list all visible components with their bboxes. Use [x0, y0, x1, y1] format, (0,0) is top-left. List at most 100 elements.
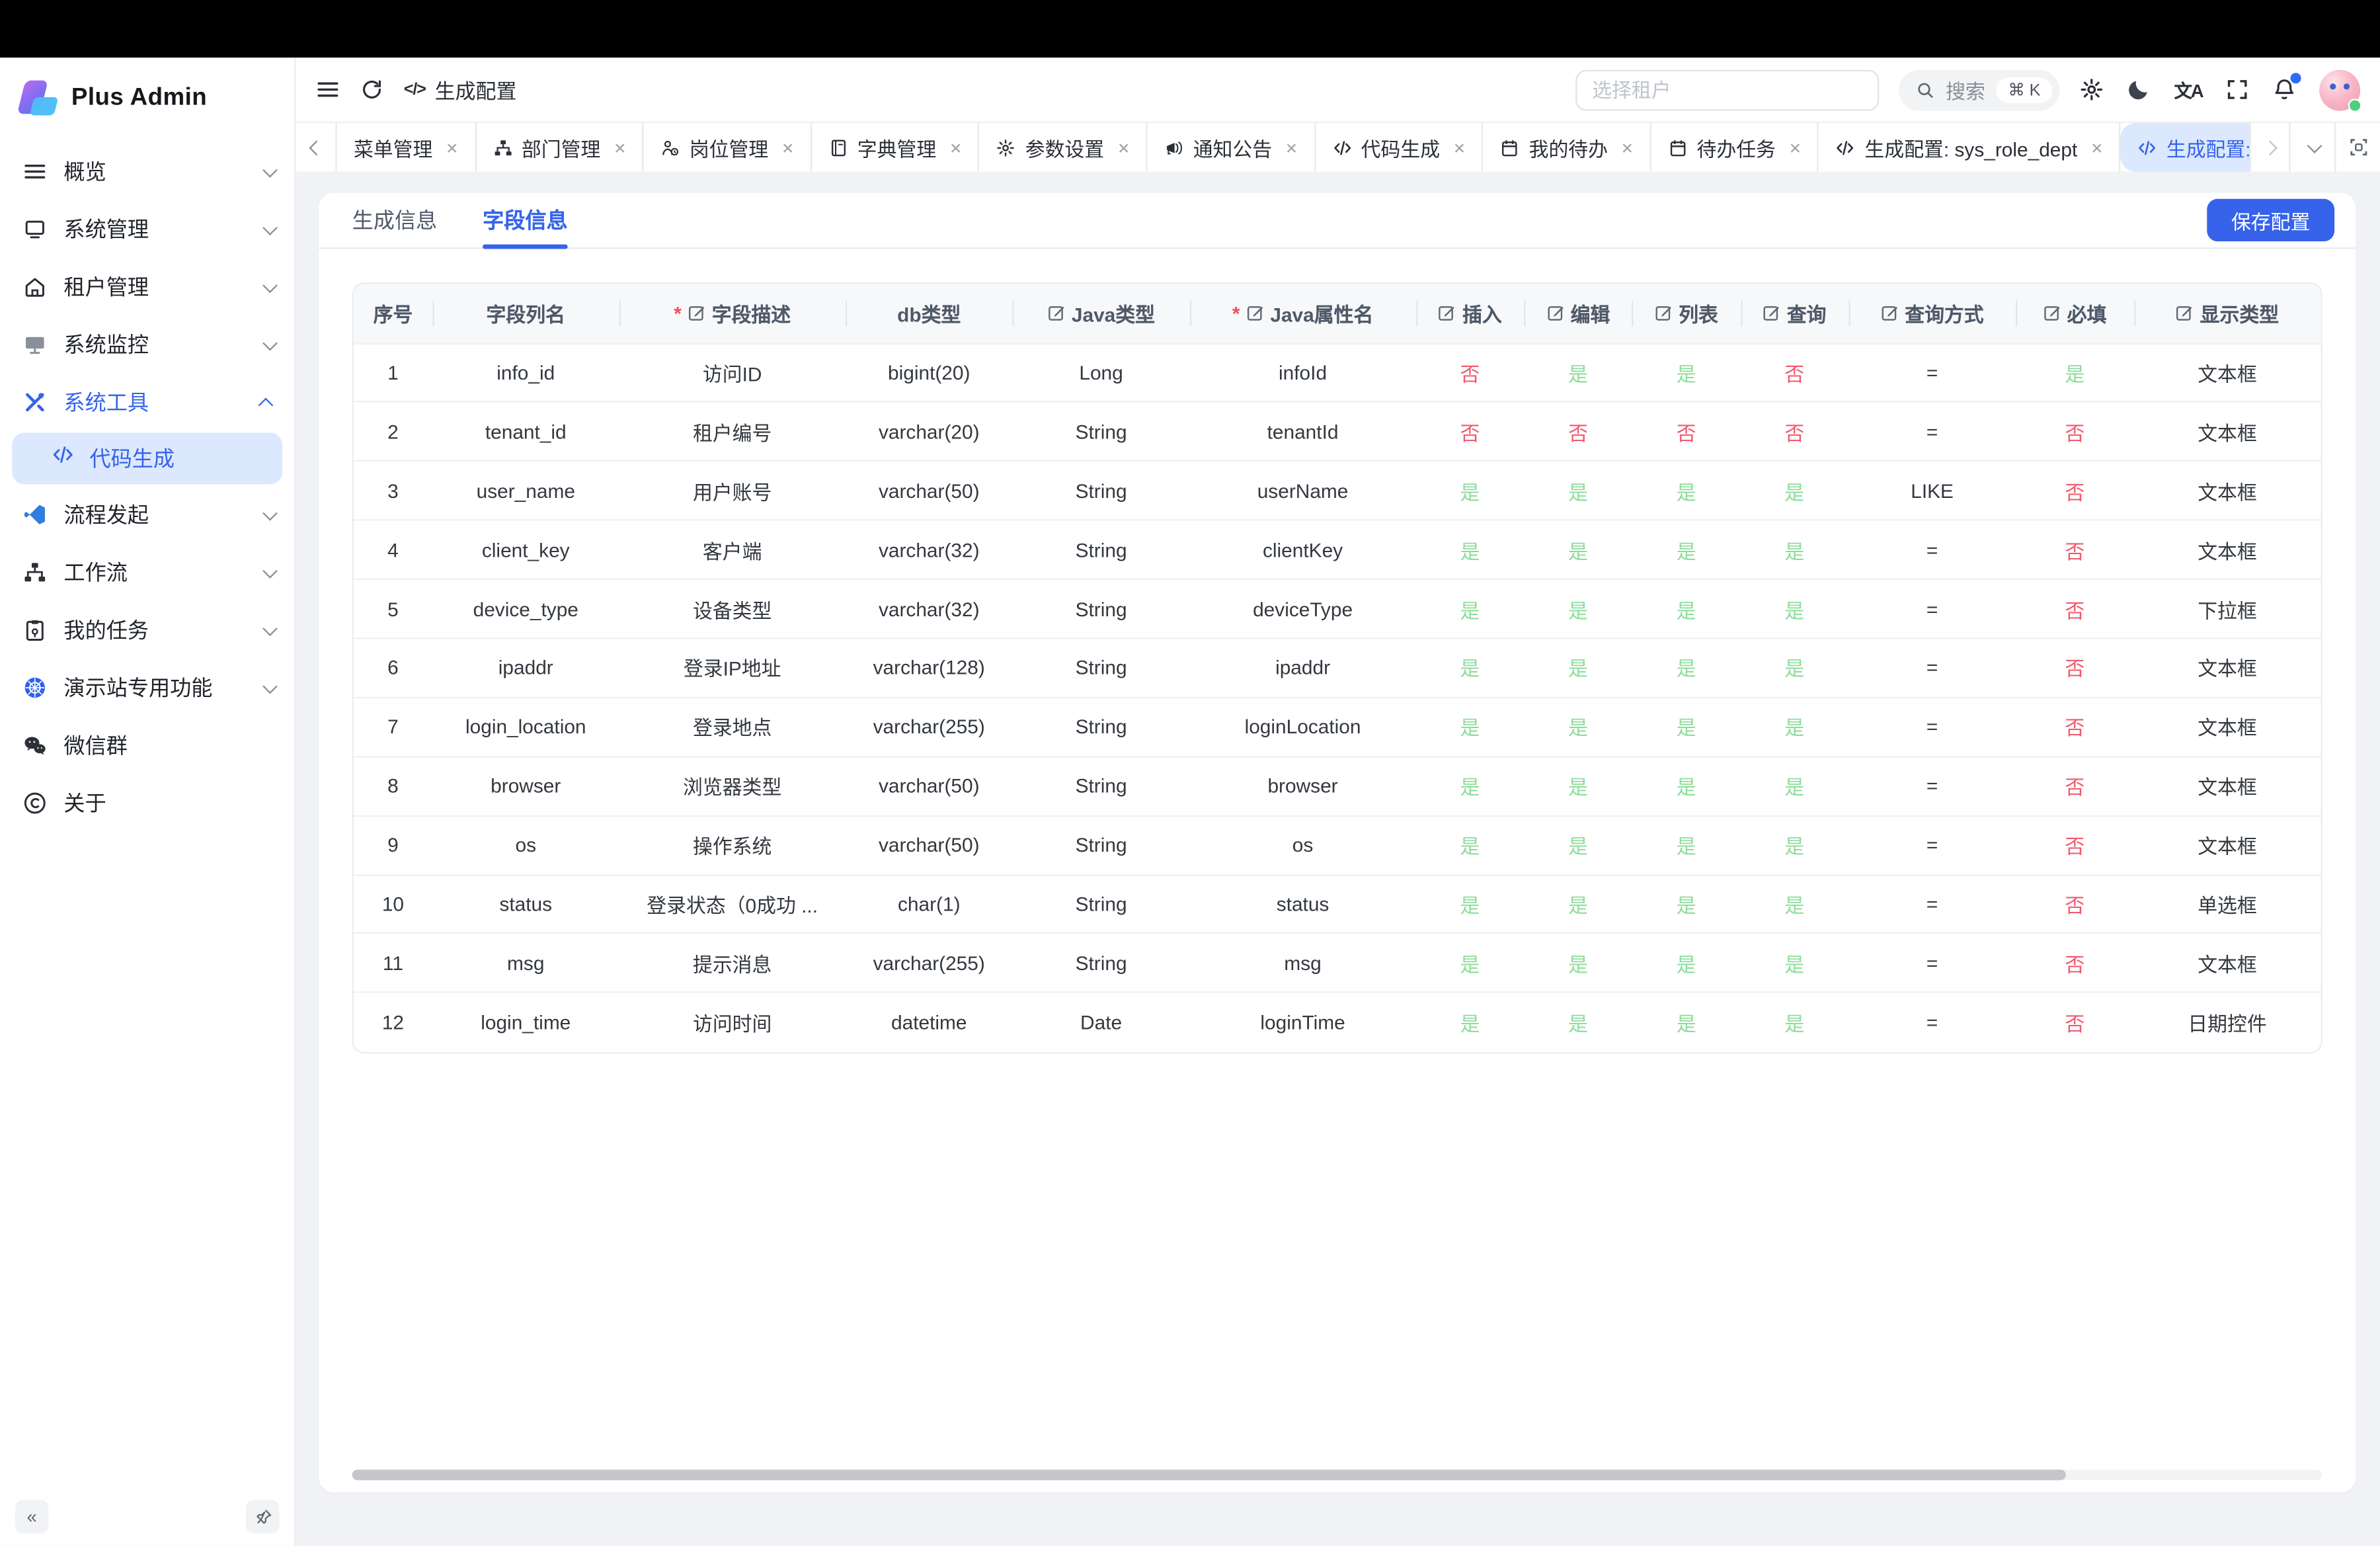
- cell-插入[interactable]: 是: [1415, 991, 1525, 1052]
- cell-插入[interactable]: 否: [1415, 342, 1525, 403]
- cell-必填[interactable]: 否: [2016, 815, 2134, 875]
- cell-列表[interactable]: 是: [1632, 460, 1741, 520]
- cell-插入[interactable]: 是: [1415, 755, 1525, 816]
- cell-Java类型[interactable]: String: [1012, 696, 1190, 756]
- cell-编辑[interactable]: 是: [1524, 755, 1632, 816]
- close-icon[interactable]: ×: [781, 136, 794, 159]
- cell-必填[interactable]: 否: [2016, 519, 2134, 580]
- cell-字段描述[interactable]: 设备类型: [619, 578, 846, 639]
- page-tab-11[interactable]: 生成配置: sys_lo: [2120, 122, 2250, 172]
- close-icon[interactable]: ×: [446, 136, 458, 159]
- sidebar-item-微信群[interactable]: 微信群: [0, 717, 294, 774]
- page-tab-10[interactable]: 生成配置: sys_role_dept ×: [1819, 122, 2121, 172]
- cell-查询[interactable]: 否: [1740, 401, 1849, 462]
- close-icon[interactable]: ×: [2090, 136, 2103, 159]
- cell-必填[interactable]: 否: [2016, 401, 2134, 462]
- page-tab-8[interactable]: 我的待办 ×: [1484, 122, 1651, 172]
- cell-查询方式[interactable]: =: [1848, 815, 2016, 875]
- settings-gear-icon[interactable]: [2080, 77, 2104, 102]
- cell-Java类型[interactable]: Date: [1012, 991, 1190, 1052]
- tenant-select-input[interactable]: [1575, 69, 1880, 110]
- cell-Java属性名[interactable]: userName: [1189, 460, 1416, 520]
- cell-字段描述[interactable]: 登录地点: [619, 696, 846, 756]
- cell-查询方式[interactable]: =: [1848, 342, 2016, 403]
- fullscreen-icon[interactable]: [2225, 77, 2250, 102]
- cell-插入[interactable]: 是: [1415, 460, 1525, 520]
- cell-必填[interactable]: 否: [2016, 637, 2134, 698]
- cell-编辑[interactable]: 是: [1524, 696, 1632, 756]
- cell-编辑[interactable]: 是: [1524, 637, 1632, 698]
- cell-显示类型[interactable]: 文本框: [2133, 637, 2321, 698]
- cell-Java属性名[interactable]: msg: [1189, 932, 1416, 993]
- cell-查询[interactable]: 是: [1740, 991, 1849, 1052]
- close-icon[interactable]: ×: [1789, 136, 1802, 159]
- cell-显示类型[interactable]: 文本框: [2133, 932, 2321, 993]
- sidebar-subitem-代码生成[interactable]: 代码生成: [12, 432, 283, 485]
- cell-必填[interactable]: 否: [2016, 874, 2134, 934]
- cell-列表[interactable]: 否: [1632, 401, 1741, 462]
- cell-查询[interactable]: 是: [1740, 519, 1849, 580]
- cell-查询[interactable]: 是: [1740, 932, 1849, 993]
- cell-Java属性名[interactable]: infoId: [1189, 342, 1416, 403]
- cell-列表[interactable]: 是: [1632, 637, 1741, 698]
- sidebar-item-租户管理[interactable]: 租户管理: [0, 258, 294, 315]
- cell-列表[interactable]: 是: [1632, 815, 1741, 875]
- cell-Java类型[interactable]: Long: [1012, 342, 1190, 403]
- cell-编辑[interactable]: 是: [1524, 519, 1632, 580]
- cell-查询方式[interactable]: LIKE: [1848, 460, 2016, 520]
- cell-Java属性名[interactable]: tenantId: [1189, 401, 1416, 462]
- cell-Java类型[interactable]: String: [1012, 874, 1190, 934]
- page-tab-5[interactable]: 参数设置 ×: [980, 122, 1148, 172]
- cell-显示类型[interactable]: 文本框: [2133, 755, 2321, 816]
- page-tab-9[interactable]: 待办任务 ×: [1651, 122, 1819, 172]
- cell-编辑[interactable]: 是: [1524, 578, 1632, 639]
- cell-必填[interactable]: 否: [2016, 460, 2134, 520]
- cell-显示类型[interactable]: 文本框: [2133, 460, 2321, 520]
- user-avatar[interactable]: [2319, 69, 2362, 112]
- cell-编辑[interactable]: 是: [1524, 991, 1632, 1052]
- cell-查询[interactable]: 是: [1740, 874, 1849, 934]
- sidebar-item-工作流[interactable]: 工作流: [0, 544, 294, 601]
- page-tab-7[interactable]: 代码生成 ×: [1316, 122, 1484, 172]
- sidebar-item-系统工具[interactable]: 系统工具: [0, 374, 294, 431]
- close-icon[interactable]: ×: [1453, 136, 1466, 159]
- cell-显示类型[interactable]: 文本框: [2133, 815, 2321, 875]
- cell-Java类型[interactable]: String: [1012, 460, 1190, 520]
- cell-Java属性名[interactable]: deviceType: [1189, 578, 1416, 639]
- cell-查询[interactable]: 是: [1740, 815, 1849, 875]
- cell-插入[interactable]: 是: [1415, 696, 1525, 756]
- cell-字段描述[interactable]: 访问ID: [619, 342, 846, 403]
- content-fullscreen-button[interactable]: [2334, 122, 2380, 172]
- cell-编辑[interactable]: 是: [1524, 460, 1632, 520]
- cell-必填[interactable]: 否: [2016, 991, 2134, 1052]
- cell-字段描述[interactable]: 访问时间: [619, 991, 846, 1052]
- cell-显示类型[interactable]: 日期控件: [2133, 991, 2321, 1052]
- page-tab-3[interactable]: 岗位管理 ×: [644, 122, 812, 172]
- cell-列表[interactable]: 是: [1632, 696, 1741, 756]
- cell-Java类型[interactable]: String: [1012, 932, 1190, 993]
- cell-列表[interactable]: 是: [1632, 874, 1741, 934]
- cell-编辑[interactable]: 是: [1524, 932, 1632, 993]
- cell-显示类型[interactable]: 单选框: [2133, 874, 2321, 934]
- cell-列表[interactable]: 是: [1632, 578, 1741, 639]
- cell-字段描述[interactable]: 客户端: [619, 519, 846, 580]
- cell-列表[interactable]: 是: [1632, 519, 1741, 580]
- cell-显示类型[interactable]: 下拉框: [2133, 578, 2321, 639]
- refresh-icon[interactable]: [360, 77, 384, 102]
- sidebar-item-演示站专用功能[interactable]: 演示站专用功能: [0, 659, 294, 716]
- cell-列表[interactable]: 是: [1632, 342, 1741, 403]
- tabs-scroll-right-button[interactable]: [2249, 122, 2289, 172]
- close-icon[interactable]: ×: [1117, 136, 1130, 159]
- cell-插入[interactable]: 是: [1415, 815, 1525, 875]
- cell-插入[interactable]: 是: [1415, 519, 1525, 580]
- sidebar-item-流程发起[interactable]: 流程发起: [0, 486, 294, 544]
- cell-编辑[interactable]: 是: [1524, 342, 1632, 403]
- cell-插入[interactable]: 是: [1415, 874, 1525, 934]
- cell-查询[interactable]: 是: [1740, 578, 1849, 639]
- cell-Java属性名[interactable]: os: [1189, 815, 1416, 875]
- cell-必填[interactable]: 是: [2016, 342, 2134, 403]
- cell-字段描述[interactable]: 登录IP地址: [619, 637, 846, 698]
- cell-查询[interactable]: 否: [1740, 342, 1849, 403]
- cell-Java类型[interactable]: String: [1012, 401, 1190, 462]
- cell-显示类型[interactable]: 文本框: [2133, 401, 2321, 462]
